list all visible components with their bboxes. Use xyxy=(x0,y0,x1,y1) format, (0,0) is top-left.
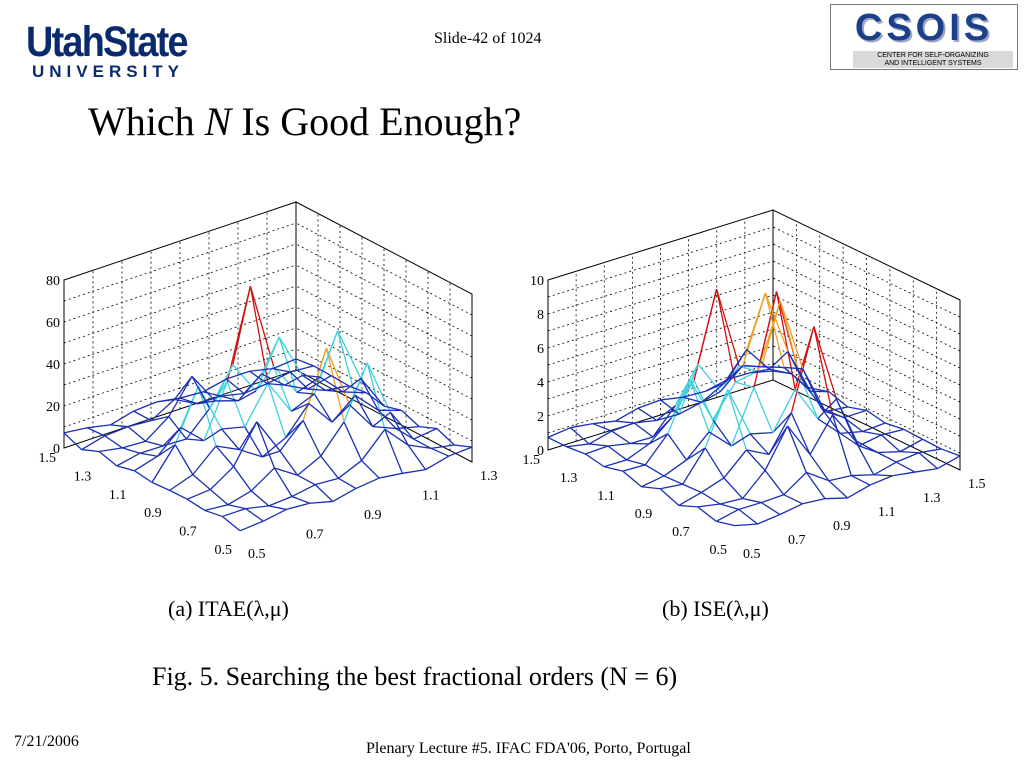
plot-b-left-tick: 0.9 xyxy=(635,507,653,522)
title-italic: N xyxy=(204,99,232,144)
plot-b-left-tick: 0.7 xyxy=(672,525,690,540)
plot-a-z-tick: 40 xyxy=(46,358,60,373)
slide-title: Which N Is Good Enough? xyxy=(88,98,521,146)
title-prefix: Which xyxy=(88,99,205,144)
plot-a-left-tick: 0.9 xyxy=(144,506,162,521)
plot-a-caption: (a) ITAE(λ,μ) xyxy=(168,596,289,621)
plot-b-right-tick: 1.1 xyxy=(878,505,896,520)
plot-b-mesh xyxy=(547,288,961,527)
plot-a-right-tick: 0.5 xyxy=(248,547,266,562)
usu-logo: UtahState UNIVERSITY xyxy=(12,10,202,81)
title-suffix: Is Good Enough? xyxy=(231,99,522,144)
surface-plot-a: 80 60 40 20 01.5 1.3 1.1 0.9 0.7 0.5 0.5 0.7 0.9 1.1 1… xyxy=(39,201,498,562)
plot-b-z-tick: 10 xyxy=(530,274,544,289)
plot-a-z-tick: 80 xyxy=(46,274,60,289)
plot-a-left-tick: 0.5 xyxy=(215,543,233,558)
plot-b-left-tick: 1.3 xyxy=(560,471,578,486)
plot-a-z-tick: 60 xyxy=(46,316,60,331)
plot-b-z-tick: 4 xyxy=(537,376,544,391)
plot-a-right-tick: 0.7 xyxy=(306,528,324,543)
plot-a-left-tick: 1.3 xyxy=(74,469,92,484)
plot-a-right-tick: 1.1 xyxy=(422,489,440,504)
plot-b-right-tick: 0.5 xyxy=(743,547,761,562)
figure-caption: Fig. 5. Searching the best fractional or… xyxy=(152,662,678,691)
csois-logo: CSOIS CENTER FOR SELF-ORGANIZING AND INT… xyxy=(830,4,1018,70)
plot-a-z-tick: 0 xyxy=(53,442,60,457)
plot-b-right-tick: 0.7 xyxy=(788,533,806,548)
plot-b-right-tick: 1.5 xyxy=(968,477,986,492)
plot-b-z-tick: 0 xyxy=(537,444,544,459)
plot-b-left-tick: 1.1 xyxy=(597,489,615,504)
plot-a-z-tick: 20 xyxy=(46,400,60,415)
plot-a-left-tick: 0.7 xyxy=(179,525,197,540)
footer-date: 7/21/2006 xyxy=(14,733,79,750)
usu-logo-subword: UNIVERSITY xyxy=(32,62,185,81)
plot-a-mesh xyxy=(63,286,473,532)
plot-a-left-tick: 1.5 xyxy=(39,451,57,466)
plot-a-right-tick: 0.9 xyxy=(364,508,382,523)
plot-a-right-tick: 1.3 xyxy=(480,469,498,484)
plot-b-caption: (b) ISE(λ,μ) xyxy=(662,596,769,621)
slide-counter: Slide-42 of 1024 xyxy=(434,30,542,47)
plot-b-left-tick: 0.5 xyxy=(710,543,728,558)
csois-logo-subtitle-1: CENTER FOR SELF-ORGANIZING xyxy=(853,51,1013,60)
csois-logo-word: CSOIS xyxy=(854,7,994,49)
plot-a-left-tick: 1.1 xyxy=(109,488,127,503)
usu-logo-word: UtahState xyxy=(26,18,189,66)
plot-b-z-tick: 6 xyxy=(537,342,544,357)
csois-logo-subtitle-2: AND INTELLIGENT SYSTEMS xyxy=(853,60,1013,68)
plot-b-z-tick: 2 xyxy=(537,410,544,425)
plot-b-left-tick: 1.5 xyxy=(523,453,541,468)
plot-b-right-tick: 0.9 xyxy=(833,519,851,534)
plot-b-right-tick: 1.3 xyxy=(923,491,941,506)
plot-b-z-tick: 8 xyxy=(537,308,544,323)
plot-a-walls xyxy=(63,201,473,463)
footer-text: Plenary Lecture #5. IFAC FDA'06, Porto, … xyxy=(366,740,691,757)
